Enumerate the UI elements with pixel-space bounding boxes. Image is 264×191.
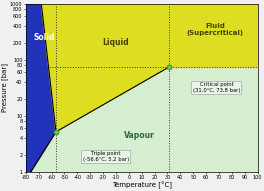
- Text: Solid: Solid: [33, 33, 55, 42]
- X-axis label: Temperature [°C]: Temperature [°C]: [112, 182, 172, 189]
- Polygon shape: [26, 67, 258, 180]
- Y-axis label: Pressure [bar]: Pressure [bar]: [2, 63, 8, 112]
- Text: Critical point
(31.0°C, 73.8 bar): Critical point (31.0°C, 73.8 bar): [193, 82, 240, 93]
- Polygon shape: [169, 4, 258, 67]
- Text: Vapour: Vapour: [124, 131, 155, 140]
- Text: Liquid: Liquid: [103, 38, 129, 47]
- Polygon shape: [26, 4, 56, 180]
- Text: Fluid
(Supercritical): Fluid (Supercritical): [187, 23, 244, 36]
- Polygon shape: [41, 4, 169, 132]
- Text: Triple point
(-56.6°C, 5.2 bar): Triple point (-56.6°C, 5.2 bar): [83, 151, 129, 162]
